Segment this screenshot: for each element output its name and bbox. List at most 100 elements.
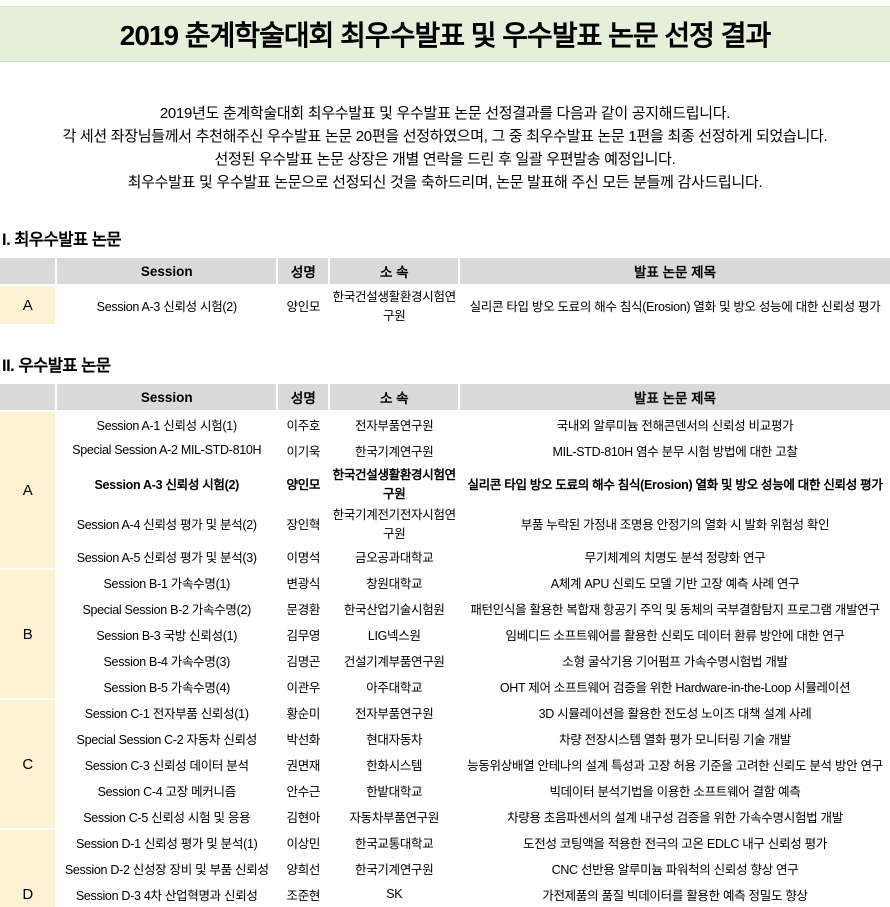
group-cell: A	[0, 412, 56, 568]
table-row: Session C-5 신뢰성 시험 및 응용 김현아 자동차부품연구원 차량용 초음…	[0, 804, 890, 828]
cell-title: 빅데이터 분석기법을 이용한 소프트웨어 결함 예측	[549, 784, 801, 799]
section-best-paper: I. 최우수발표 논문 Session 성명 소 속 발표 논문 제목 A Session…	[0, 226, 890, 326]
table-row: Special Session B-2 가속수명(2) 문경환 한국산업기술시험원 패…	[0, 596, 890, 620]
cell-affiliation: 한국기계전기전자시험연구원	[332, 508, 457, 541]
cell-title: 패턴인식을 활용한 복합재 항공기 주익 및 동체의 국부결함탐지 프로그램 개…	[470, 602, 880, 617]
cell-title: 가전제품의 품질 빅데이터를 활용한 예측 정밀도 향상	[542, 888, 808, 903]
cell-name: 김무영	[286, 628, 321, 643]
cell-session: Session B-3 국방 신뢰성(1)	[96, 628, 238, 643]
cell-session: Session A-1 신뢰성 시험(1)	[96, 418, 237, 433]
cell-affiliation: 한국교통대학교	[355, 836, 434, 851]
table-row: Session C-3 신뢰성 데이터 분석 권면재 한화시스템 능동위상배열 안테나…	[0, 752, 890, 776]
page: 2019 춘계학술대회 최우수발표 및 우수발표 논문 선정 결과 2019년도…	[0, 6, 890, 907]
cell-name: 이명석	[286, 550, 321, 565]
table-row: Session C-4 고장 메커니즘 안수근 한밭대학교 빅데이터 분석기법을 이용…	[0, 778, 890, 802]
cell-affiliation: LIG넥스원	[367, 628, 421, 643]
page-title: 2019 춘계학술대회 최우수발표 및 우수발표 논문 선정 결과	[119, 20, 771, 51]
cell-name: 이상민	[286, 836, 321, 851]
cell-title: OHT 제어 소프트웨어 검증을 위한 Hardware-in-the-Loop…	[499, 680, 851, 695]
cell-session: Session B-5 가속수명(4)	[103, 680, 231, 695]
cell-name: 황순미	[286, 706, 321, 721]
column-header-1: 성명	[278, 258, 329, 284]
cell-name: 이주호	[286, 418, 321, 433]
column-header-1: 성명	[278, 384, 329, 410]
column-header-2: 소 속	[330, 258, 459, 284]
cell-title: 3D 시뮬레이션을 활용한 전도성 노이즈 대책 설계 사례	[538, 706, 812, 721]
cell-session: Session D-2 신성장 장비 및 부품 신뢰성	[64, 862, 269, 877]
table-row: Session A-4 신뢰성 평가 및 분석(2) 장인혁 한국기계전기전자시험연…	[0, 504, 890, 542]
group-cell: A	[0, 286, 56, 324]
column-header-group	[0, 384, 56, 410]
cell-title: 임베디드 소프트웨어를 활용한 신뢰도 데이터 환류 방안에 대한 연구	[505, 628, 845, 643]
section-heading: I. 최우수발표 논문	[2, 231, 122, 249]
column-header-3: 발표 논문 제목	[460, 258, 890, 284]
cell-name: 박선화	[286, 732, 321, 747]
cell-affiliation: 한국기계연구원	[355, 444, 434, 459]
cell-session: Session C-4 고장 메커니즘	[97, 784, 237, 799]
cell-session: Session D-3 4차 산업혁명과 신뢰성	[75, 888, 258, 903]
group-cell: C	[0, 700, 56, 828]
cell-title: 소형 굴삭기용 기어펌프 가속수명시험법 개발	[562, 654, 788, 669]
group-cell: D	[0, 830, 56, 907]
table-row: B Session B-1 가속수명(1) 변광식 창원대학교 A체계 APU 신뢰도 …	[0, 570, 890, 698]
table-header-row: Session 성명 소 속 발표 논문 제목	[0, 384, 890, 410]
cell-affiliation: 전자부품연구원	[355, 706, 434, 721]
column-header-group	[0, 258, 56, 284]
cell-session: Session D-1 신뢰성 평가 및 분석(1)	[76, 836, 258, 851]
cell-title: 차량용 초음파센서의 설계 내구성 검증을 위한 가속수명시험법 개발	[507, 810, 843, 825]
column-header-3: 발표 논문 제목	[460, 384, 890, 410]
cell-session: Session A-3 신뢰성 시험(2)	[94, 477, 239, 492]
cell-title: CNC 선반용 알루미늄 파워척의 신뢰성 향상 연구	[551, 862, 799, 877]
cell-title: MIL-STD-810H 염수 분무 시험 방법에 대한 고찰	[552, 444, 798, 459]
table-row: Session B-3 국방 신뢰성(1) 김무영 LIG넥스원 임베디드 소프트웨어…	[0, 622, 890, 646]
table-header-row: Session 성명 소 속 발표 논문 제목	[0, 258, 890, 284]
cell-session: Special Session B-2 가속수명(2)	[82, 602, 251, 617]
column-header-0: Session	[57, 258, 277, 284]
cell-name: 이관우	[286, 680, 321, 695]
intro-line: 각 세션 좌장님들께서 추천해주신 우수발표 논문 20편을 선정하였으며, 그…	[62, 128, 828, 145]
table-row: Session B-4 가속수명(3) 김명곤 건설기계부품연구원 소형 굴삭기용 기…	[0, 648, 890, 672]
title-banner: 2019 춘계학술대회 최우수발표 및 우수발표 논문 선정 결과	[0, 6, 890, 62]
cell-name: 변광식	[286, 576, 321, 591]
cell-name: 문경환	[286, 602, 321, 617]
cell-affiliation: 한국건설생활환경시험연구원	[332, 468, 457, 501]
cell-title: 차량 전장시스템 열화 평가 모니터링 기술 개발	[559, 732, 791, 747]
cell-session: Session B-1 가속수명(1)	[103, 576, 231, 591]
cell-affiliation: 금오공과대학교	[355, 550, 434, 565]
cell-affiliation: 전자부품연구원	[355, 418, 434, 433]
intro-line: 2019년도 춘계학술대회 최우수발표 및 우수발표 논문 선정결과를 다음과 …	[159, 105, 731, 122]
table-row: Special Session C-2 자동차 신뢰성 박선화 현대자동차 차량 전장…	[0, 726, 890, 750]
cell-title: 도전성 코팅액을 적용한 전극의 고온 EDLC 내구 신뢰성 평가	[523, 836, 827, 851]
cell-session: Session C-1 전자부품 신뢰성(1)	[84, 706, 249, 721]
cell-affiliation: 자동차부품연구원	[349, 810, 440, 825]
cell-session: Session A-3 신뢰성 시험(2)	[96, 299, 237, 314]
cell-title: 무기체계의 치명도 분석 정량화 연구	[584, 550, 766, 565]
column-header-2: 소 속	[330, 384, 459, 410]
cell-affiliation: 한국건설생활환경시험연구원	[332, 290, 457, 323]
cell-name: 장인혁	[286, 517, 321, 532]
cell-session: Session B-4 가속수명(3)	[103, 654, 231, 669]
table-row: Session D-2 신성장 장비 및 부품 신뢰성 양희선 한국기계연구원 CNC…	[0, 856, 890, 880]
table-row: Session A-3 신뢰성 시험(2) 양인모 한국건설생활환경시험연구원 실리콘…	[0, 464, 890, 502]
table-row: A Session A-3 신뢰성 시험(2) 양인모 한국건설생활환경시험연구원 실리…	[0, 286, 890, 324]
cell-affiliation: 한국기계연구원	[355, 862, 434, 877]
cell-name: 양인모	[286, 299, 321, 314]
table-row: A Session A-1 신뢰성 시험(1) 이주호 전자부품연구원 국내외 알루미늄…	[0, 412, 890, 568]
cell-affiliation: 한화시스템	[366, 758, 423, 773]
cell-session: Special Session A-2 MIL-STD-810H	[72, 443, 262, 457]
table-row: Session A-5 신뢰성 평가 및 분석(3) 이명석 금오공과대학교 무기체계…	[0, 544, 890, 568]
cell-title: 능동위상배열 안테나의 설계 특성과 고장 허용 기준을 고려한 신뢰도 분석 …	[467, 758, 883, 773]
best-paper-table: Session 성명 소 속 발표 논문 제목 A Session A-3 신뢰성 시험(…	[0, 256, 890, 326]
cell-title: A체계 APU 신뢰도 모델 기반 고장 예측 사례 연구	[550, 576, 800, 591]
cell-affiliation: 한밭대학교	[366, 784, 423, 799]
cell-name: 김명곤	[286, 654, 321, 669]
cell-session: Session C-5 신뢰성 시험 및 응용	[83, 810, 251, 825]
table-row: D Session D-1 신뢰성 평가 및 분석(1) 이상민 한국교통대학교 도전성…	[0, 830, 890, 907]
cell-title: 국내외 알루미늄 전해콘덴서의 신뢰성 비교평가	[556, 418, 794, 433]
cell-session: Session A-5 신뢰성 평가 및 분석(3)	[76, 550, 257, 565]
cell-affiliation: 현대자동차	[366, 732, 423, 747]
table-row: Session D-3 4차 산업혁명과 신뢰성 조준현 SK 가전제품의 품질 빅데…	[0, 882, 890, 906]
table-row: Session B-5 가속수명(4) 이관우 아주대학교 OHT 제어 소프트웨어 …	[0, 674, 890, 698]
section-excellent-papers: II. 우수발표 논문 Session 성명 소 속 발표 논문 제목 A Session…	[0, 352, 890, 907]
cell-session: Special Session C-2 자동차 신뢰성	[76, 732, 258, 747]
